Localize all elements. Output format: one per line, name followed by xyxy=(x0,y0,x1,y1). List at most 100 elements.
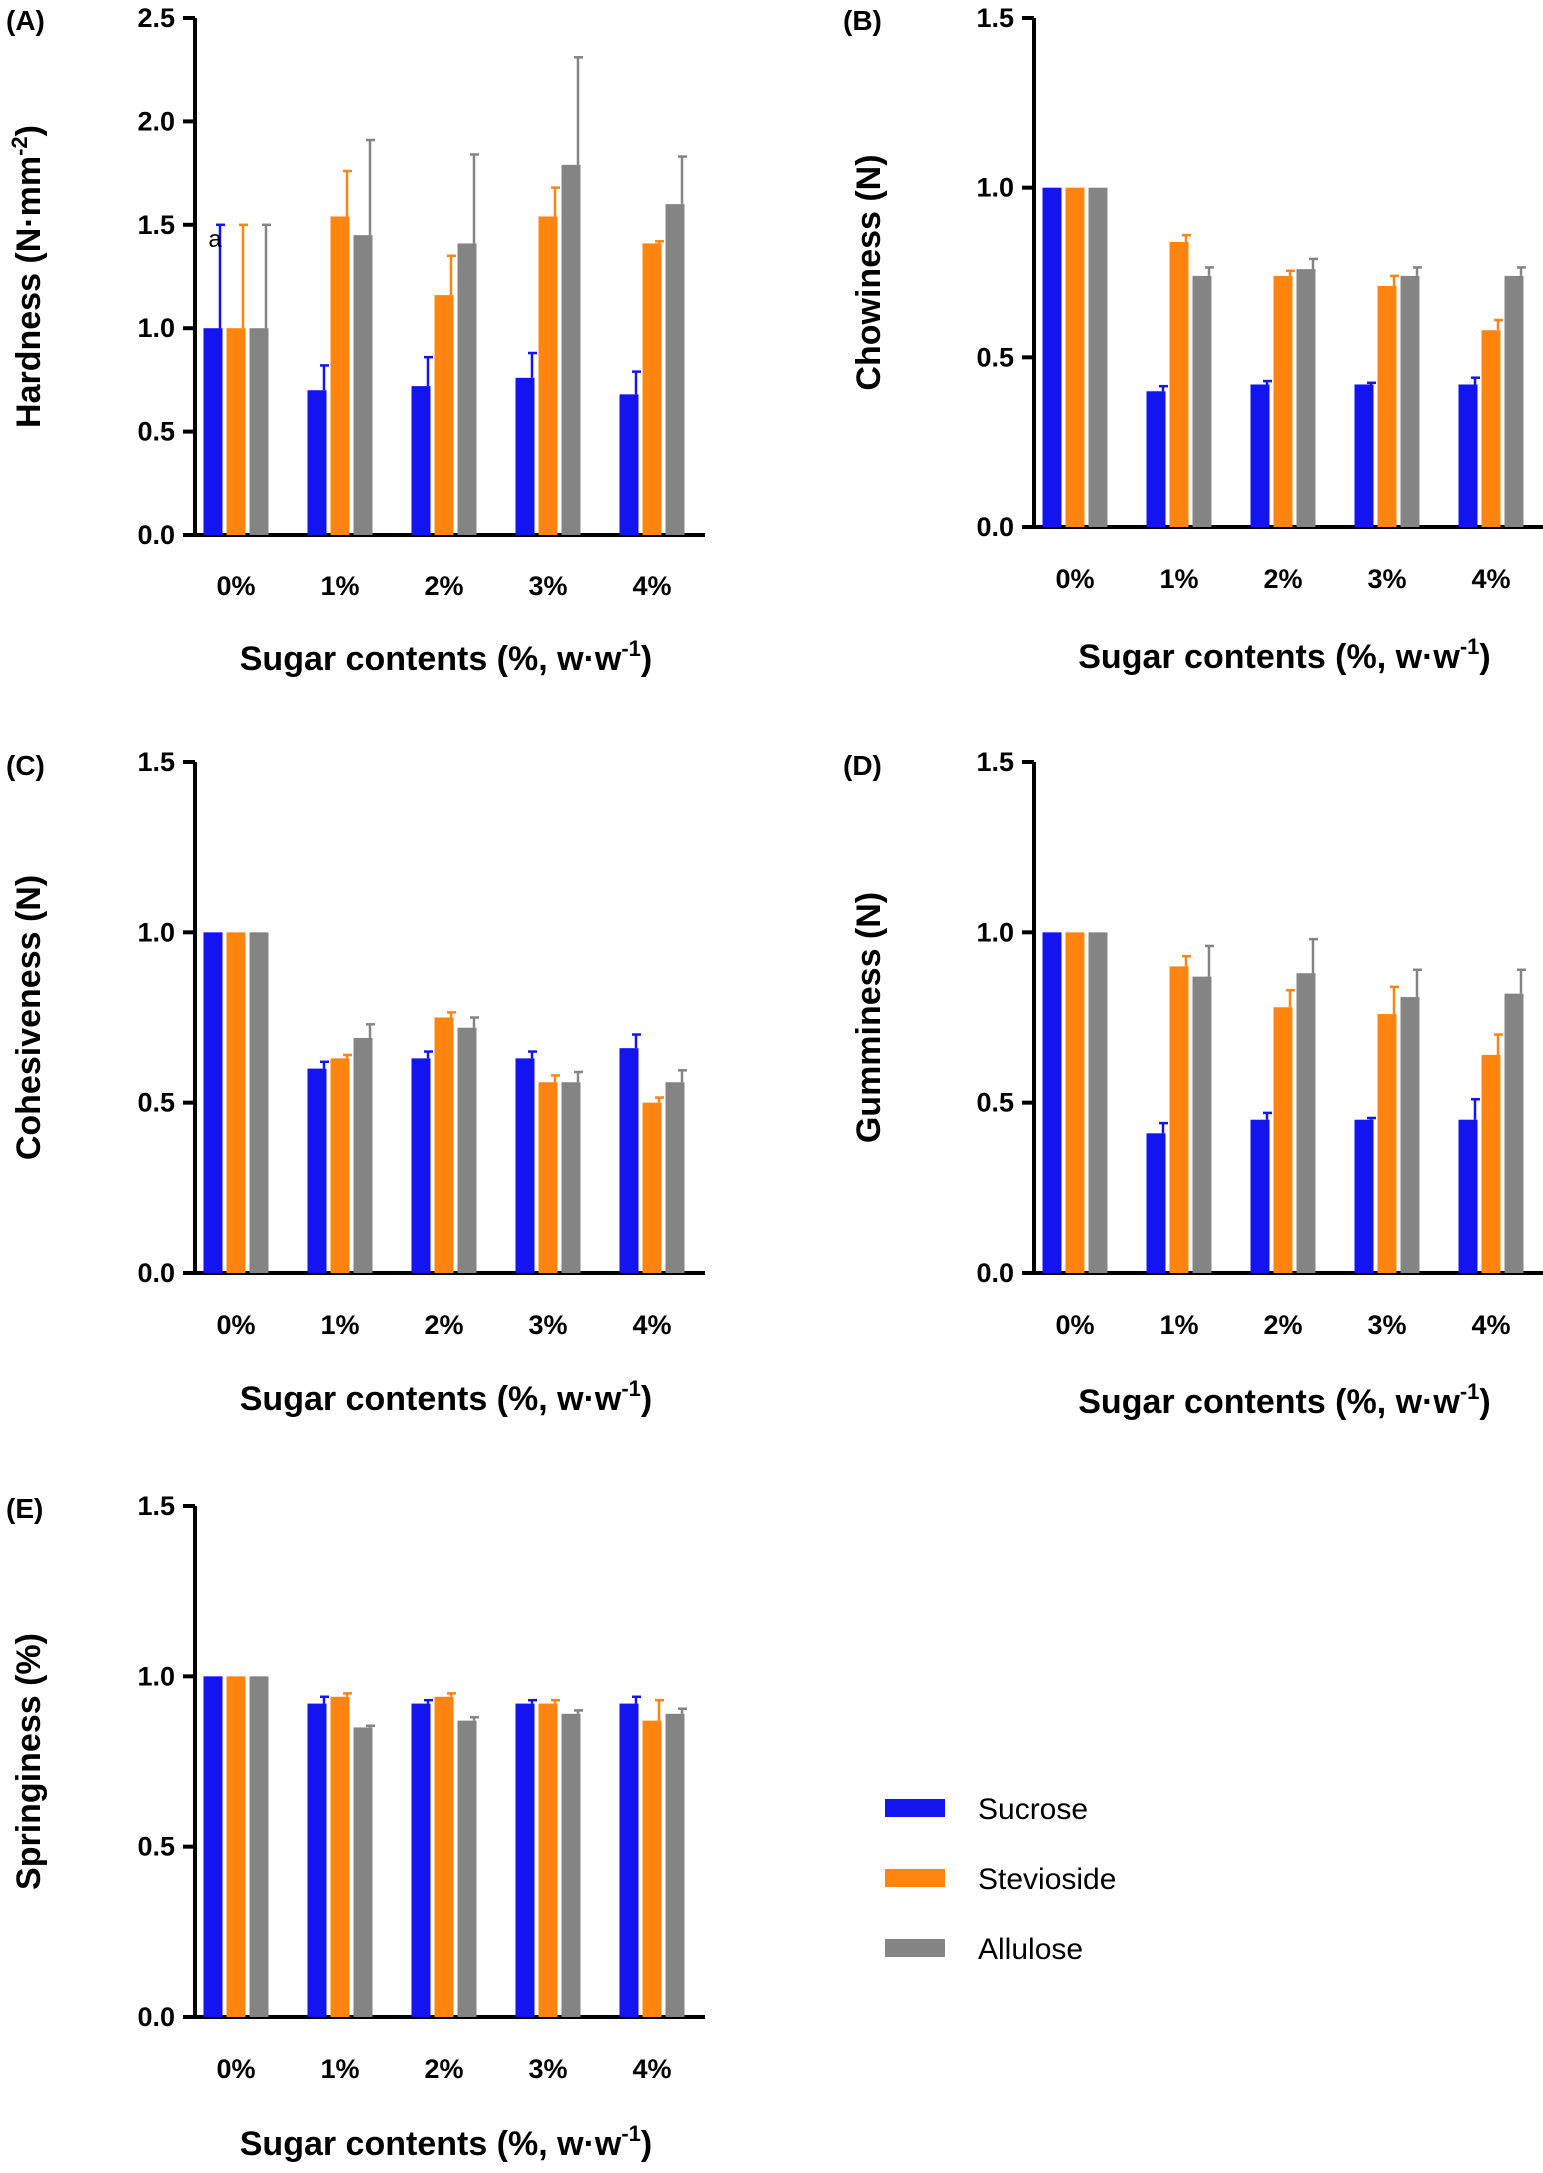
bar-sucrose-3 xyxy=(1354,384,1374,527)
bar-allulose-0 xyxy=(1088,187,1108,527)
x-tick-label-4: 4% xyxy=(632,571,671,601)
x-tick-label-4: 4% xyxy=(1471,1310,1510,1340)
bar-allulose-2 xyxy=(1296,973,1316,1273)
y-tick-label: 0.0 xyxy=(137,520,175,550)
bar-sucrose-4 xyxy=(1458,1119,1478,1273)
x-tick-label-3: 3% xyxy=(528,1310,567,1340)
y-tick-label: 0.5 xyxy=(137,417,175,447)
x-axis-title: Sugar contents (%, w·w-1) xyxy=(240,2121,652,2163)
chart-panel-d: (D) 0.0 0.5 1.0 1.5 0% 1% 2% 3% 4% Gumminess (N) Su… xyxy=(843,747,1543,1421)
bar-allulose-3 xyxy=(1400,275,1420,527)
y-tick-label: 1.5 xyxy=(976,3,1014,33)
x-tick-label-1: 1% xyxy=(320,2054,359,2084)
y-axis-title: Springiness (%) xyxy=(10,1633,48,1890)
bar-sucrose-2 xyxy=(1250,1119,1270,1273)
x-tick-label-0: 0% xyxy=(1055,1310,1094,1340)
bar-allulose-4 xyxy=(1504,993,1524,1273)
bar-stevioside-2 xyxy=(1273,1007,1293,1273)
bar-sucrose-2 xyxy=(1250,384,1270,527)
panel-label-c: (C) xyxy=(6,750,45,781)
chart-panel-a: (A) 0.0 0.5 1.0 1.5 2.0 2.5 0% 1% 2% 3% 4% a Hardness… xyxy=(6,3,705,678)
y-tick-label: 0.0 xyxy=(137,1258,175,1288)
bar-sucrose-2 xyxy=(411,1058,431,1273)
bar-stevioside-2 xyxy=(434,1017,454,1273)
panel-label-d: (D) xyxy=(843,750,882,781)
y-tick-label: 1.0 xyxy=(137,313,175,343)
y-axis-title: Gumminess (N) xyxy=(850,892,888,1143)
y-tick-label: 1.5 xyxy=(137,747,175,777)
bar-sucrose-2 xyxy=(411,386,431,535)
legend-label-sucrose: Sucrose xyxy=(978,1793,1088,1826)
bar-stevioside-0 xyxy=(1065,932,1085,1273)
legend: Sucrose Stevioside Allulose xyxy=(885,1793,1116,1966)
x-tick-label-3: 3% xyxy=(1367,564,1406,594)
bar-sucrose-0 xyxy=(203,932,223,1273)
y-tick-label: 2.5 xyxy=(137,3,175,33)
bar-stevioside-0 xyxy=(226,932,246,1273)
x-tick-label-1: 1% xyxy=(320,1310,359,1340)
bar-sucrose-1 xyxy=(307,1703,327,2017)
bar-stevioside-2 xyxy=(1273,275,1293,527)
x-axis-title: Sugar contents (%, w·w-1) xyxy=(240,1376,652,1418)
chart-panel-e: (E) 0.0 0.5 1.0 1.5 0% 1% 2% 3% 4% Springiness (%)… xyxy=(6,1491,705,2163)
bar-allulose-0 xyxy=(249,328,269,535)
chart-panel-c: (C) 0.0 0.5 1.0 1.5 0% 1% 2% 3% 4% Cohesiveness (N… xyxy=(6,747,705,1418)
bar-sucrose-1 xyxy=(307,1068,327,1273)
bar-allulose-1 xyxy=(1192,275,1212,527)
bar-sucrose-0 xyxy=(1042,932,1062,1273)
x-tick-label-0: 0% xyxy=(216,2054,255,2084)
bar-stevioside-4 xyxy=(642,243,662,536)
y-axis-title: Hardness (N·mm-2) xyxy=(7,125,48,428)
bar-allulose-0 xyxy=(249,932,269,1273)
chart-panels: (A) 0.0 0.5 1.0 1.5 2.0 2.5 0% 1% 2% 3% 4% a Hardness… xyxy=(6,3,1543,2163)
bar-sucrose-4 xyxy=(619,394,639,535)
y-tick-label: 0.0 xyxy=(137,2002,175,2032)
bar-allulose-2 xyxy=(457,243,477,536)
bar-stevioside-4 xyxy=(1481,330,1501,527)
bar-allulose-1 xyxy=(1192,976,1212,1273)
bar-stevioside-3 xyxy=(1377,1014,1397,1273)
bar-allulose-2 xyxy=(1296,269,1316,527)
y-tick-label: 1.0 xyxy=(976,917,1014,947)
y-tick-label: 0.0 xyxy=(976,512,1014,542)
x-tick-label-1: 1% xyxy=(1159,1310,1198,1340)
bar-allulose-0 xyxy=(249,1676,269,2017)
bar-sucrose-1 xyxy=(1146,391,1166,527)
bar-stevioside-3 xyxy=(538,1082,558,1273)
bar-allulose-2 xyxy=(457,1027,477,1273)
panel-label-b: (B) xyxy=(843,5,882,36)
y-tick-label: 0.5 xyxy=(976,342,1014,372)
y-tick-label: 0.5 xyxy=(137,1088,175,1118)
y-tick-label: 2.0 xyxy=(137,106,175,136)
bar-sucrose-1 xyxy=(307,390,327,535)
y-tick-label: 1.5 xyxy=(137,210,175,240)
bar-allulose-3 xyxy=(1400,997,1420,1273)
x-tick-label-1: 1% xyxy=(1159,564,1198,594)
x-axis-title: Sugar contents (%, w·w-1) xyxy=(240,636,652,678)
bar-allulose-1 xyxy=(353,1727,373,2017)
x-tick-label-2: 2% xyxy=(1263,1310,1302,1340)
bar-stevioside-1 xyxy=(330,1696,350,2017)
bar-sucrose-3 xyxy=(515,377,535,535)
legend-item-sucrose: Sucrose xyxy=(885,1793,1088,1826)
bar-sucrose-1 xyxy=(1146,1133,1166,1273)
annotation-label: a xyxy=(208,226,222,253)
bar-sucrose-0 xyxy=(203,328,223,535)
x-axis-title: Sugar contents (%, w·w-1) xyxy=(1078,634,1490,676)
bar-allulose-0 xyxy=(1088,932,1108,1273)
x-tick-label-3: 3% xyxy=(528,2054,567,2084)
bar-sucrose-3 xyxy=(1354,1119,1374,1273)
x-tick-label-2: 2% xyxy=(424,1310,463,1340)
bar-allulose-3 xyxy=(561,164,581,535)
bar-stevioside-1 xyxy=(1169,966,1189,1273)
bar-allulose-4 xyxy=(665,204,685,535)
panel-label-a: (A) xyxy=(6,5,45,36)
bar-stevioside-3 xyxy=(538,1703,558,2017)
bar-allulose-1 xyxy=(353,1037,373,1273)
bar-sucrose-3 xyxy=(515,1703,535,2017)
x-tick-label-3: 3% xyxy=(528,571,567,601)
bar-allulose-2 xyxy=(457,1720,477,2017)
x-tick-label-4: 4% xyxy=(632,1310,671,1340)
x-tick-label-0: 0% xyxy=(1055,564,1094,594)
